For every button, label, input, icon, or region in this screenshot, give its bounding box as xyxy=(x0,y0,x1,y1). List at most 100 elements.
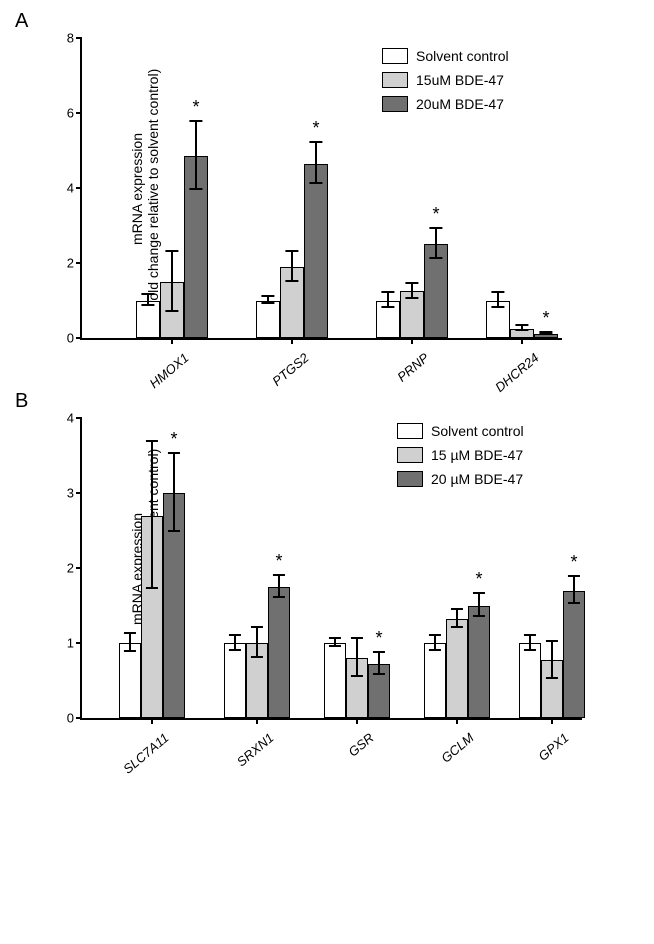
x-tick xyxy=(151,718,153,724)
bar xyxy=(324,643,346,718)
error-cap xyxy=(429,634,441,636)
error-cap xyxy=(429,257,442,259)
x-tick xyxy=(171,338,173,344)
error-bar xyxy=(151,515,153,589)
y-tick xyxy=(76,567,82,569)
chart-b-wrap: mRNA expression (fold change relative to… xyxy=(80,418,654,720)
legend-label: 15uM BDE-47 xyxy=(416,72,504,88)
bar xyxy=(376,301,400,339)
x-label: SLC7A11 xyxy=(101,730,172,793)
error-cap xyxy=(189,188,202,190)
legend-item: 15uM BDE-47 xyxy=(382,72,509,88)
error-cap xyxy=(273,574,285,576)
error-cap xyxy=(515,324,528,326)
error-bar xyxy=(291,252,293,267)
bar: * xyxy=(163,493,185,718)
error-cap xyxy=(261,295,274,297)
y-tick xyxy=(76,112,82,114)
y-tick-label: 3 xyxy=(52,486,74,501)
error-bar xyxy=(315,143,317,164)
error-cap xyxy=(329,637,341,639)
x-label: SRXN1 xyxy=(206,730,277,793)
legend-item: Solvent control xyxy=(382,48,509,64)
significance-marker: * xyxy=(475,569,482,590)
bar xyxy=(446,619,468,718)
y-tick xyxy=(76,37,82,39)
error-cap xyxy=(285,280,298,282)
significance-marker: * xyxy=(375,628,382,649)
error-cap xyxy=(251,656,263,658)
significance-marker: * xyxy=(275,551,282,572)
error-cap xyxy=(329,645,341,647)
error-bar xyxy=(171,281,173,311)
bar xyxy=(519,643,541,718)
error-cap xyxy=(473,592,485,594)
y-tick-label: 0 xyxy=(52,331,74,346)
x-label: GPX1 xyxy=(501,730,572,793)
chart-a-wrap: mRNA expression (fold change relative to… xyxy=(80,38,654,340)
error-cap xyxy=(309,141,322,143)
x-tick xyxy=(356,718,358,724)
x-tick xyxy=(291,338,293,344)
significance-marker: * xyxy=(542,308,549,329)
y-tick xyxy=(76,262,82,264)
legend-swatch xyxy=(382,72,408,88)
error-cap xyxy=(429,227,442,229)
error-cap xyxy=(168,530,180,532)
error-bar xyxy=(291,266,293,281)
y-tick xyxy=(76,642,82,644)
bar-group: * xyxy=(324,643,390,718)
x-label: GSR xyxy=(306,730,377,793)
error-bar xyxy=(171,252,173,282)
legend: Solvent control 15uM BDE-47 20uM BDE-47 xyxy=(382,48,509,120)
bar: * xyxy=(368,664,390,718)
legend-swatch xyxy=(382,48,408,64)
x-tick xyxy=(411,338,413,344)
bar-group: * xyxy=(256,164,328,338)
error-cap xyxy=(251,626,263,628)
legend-label: 20uM BDE-47 xyxy=(416,96,504,112)
bar-group: * xyxy=(519,591,585,719)
bar xyxy=(486,301,510,339)
error-cap xyxy=(451,608,463,610)
error-cap xyxy=(229,634,241,636)
y-tick-label: 2 xyxy=(52,561,74,576)
significance-marker: * xyxy=(192,97,199,118)
error-cap xyxy=(168,452,180,454)
legend-swatch xyxy=(397,447,423,463)
bar: * xyxy=(268,587,290,718)
error-cap xyxy=(165,310,178,312)
legend-label: Solvent control xyxy=(431,423,524,439)
bar xyxy=(541,660,563,718)
error-cap xyxy=(381,306,394,308)
error-cap xyxy=(546,677,558,679)
y-tick-label: 1 xyxy=(52,636,74,651)
y-tick-label: 6 xyxy=(52,106,74,121)
error-cap xyxy=(405,297,418,299)
error-cap xyxy=(285,250,298,252)
legend-label: 15 µM BDE-47 xyxy=(431,447,523,463)
error-cap xyxy=(146,440,158,442)
error-cap xyxy=(568,575,580,577)
error-cap xyxy=(146,587,158,589)
bar xyxy=(256,301,280,339)
legend-item: 15 µM BDE-47 xyxy=(397,447,524,463)
bar xyxy=(246,643,268,718)
bar xyxy=(510,329,534,338)
bar xyxy=(160,282,184,338)
bar xyxy=(400,291,424,338)
legend-swatch xyxy=(382,96,408,112)
error-cap xyxy=(524,634,536,636)
y-tick-label: 4 xyxy=(52,411,74,426)
panel-b-label: B xyxy=(15,390,654,413)
plot-a: 02468Solvent control15uM BDE-4720uM BDE-… xyxy=(80,38,562,340)
significance-marker: * xyxy=(432,204,439,225)
error-bar xyxy=(173,454,175,493)
bar: * xyxy=(534,334,558,338)
significance-marker: * xyxy=(170,429,177,450)
bar-group: * xyxy=(376,244,448,338)
error-cap xyxy=(473,615,485,617)
error-bar xyxy=(435,229,437,244)
bar: * xyxy=(304,164,328,338)
error-cap xyxy=(381,291,394,293)
